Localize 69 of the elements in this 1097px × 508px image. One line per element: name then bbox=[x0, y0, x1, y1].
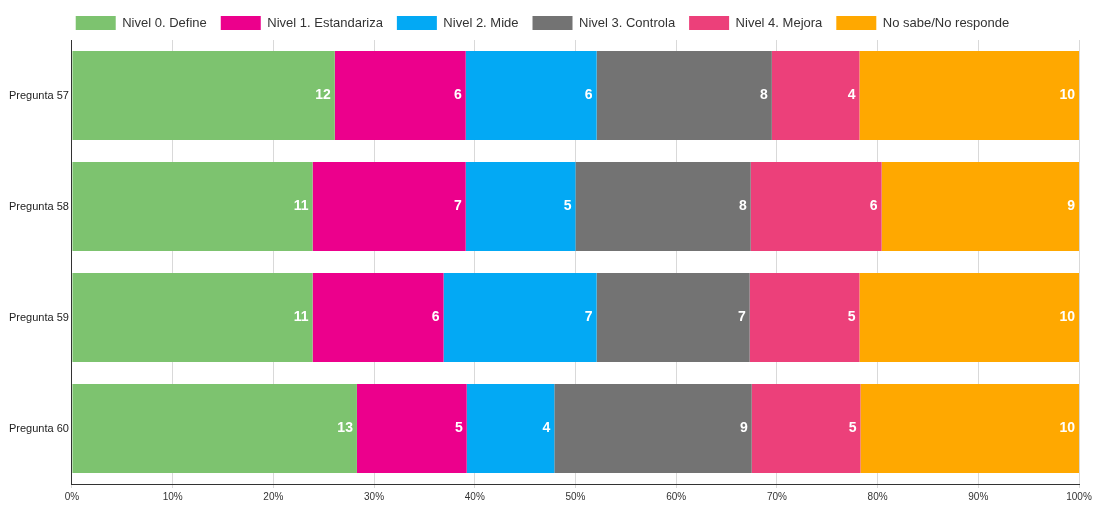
legend-label: Nivel 4. Mejora bbox=[735, 14, 824, 30]
bar bbox=[596, 51, 772, 140]
annotation: 11 bbox=[293, 308, 309, 325]
annotation: 11 bbox=[293, 197, 309, 214]
y-tick-label: Pregunta 60 bbox=[9, 421, 69, 434]
bar bbox=[465, 51, 597, 140]
bar bbox=[312, 162, 466, 251]
annotation: 6 bbox=[453, 86, 462, 103]
bar bbox=[312, 273, 444, 362]
annotation: 6 bbox=[431, 308, 440, 325]
bar bbox=[72, 384, 357, 473]
annotation: 6 bbox=[584, 86, 593, 103]
bar bbox=[859, 273, 1079, 362]
bar bbox=[465, 162, 576, 251]
annotation: 10 bbox=[1059, 86, 1076, 103]
annotation: 6 bbox=[869, 197, 878, 214]
bar bbox=[749, 273, 860, 362]
x-tick-label: 100% bbox=[1066, 490, 1092, 502]
y-tick-label: Pregunta 57 bbox=[9, 88, 69, 101]
annotation: 9 bbox=[739, 419, 748, 436]
annotation: 5 bbox=[454, 419, 463, 436]
bar bbox=[881, 162, 1079, 251]
bar bbox=[334, 51, 466, 140]
annotation: 7 bbox=[584, 308, 593, 325]
annotation: 5 bbox=[847, 308, 856, 325]
legend-label: Nivel 1. Estandariza bbox=[267, 14, 384, 30]
bar bbox=[859, 51, 1079, 140]
x-tick-label: 90% bbox=[968, 490, 989, 502]
bar bbox=[72, 51, 335, 140]
y-tick-label: Pregunta 59 bbox=[9, 310, 69, 323]
annotation: 9 bbox=[1067, 197, 1076, 214]
bar bbox=[771, 51, 860, 140]
x-tick-label: 50% bbox=[565, 490, 586, 502]
annotation: 7 bbox=[737, 308, 746, 325]
annotation: 5 bbox=[563, 197, 572, 214]
legend-label: No sabe/No responde bbox=[882, 14, 1010, 30]
x-tick-label: 30% bbox=[364, 490, 385, 502]
annotation: 5 bbox=[848, 419, 857, 436]
legend-label: Nivel 0. Define bbox=[122, 14, 207, 30]
legend-label: Nivel 3. Controla bbox=[579, 14, 676, 30]
x-tick-label: 80% bbox=[867, 490, 888, 502]
annotation: 13 bbox=[337, 419, 354, 436]
legend-label: Nivel 2. Mide bbox=[443, 14, 519, 30]
bar bbox=[72, 162, 313, 251]
bar bbox=[466, 384, 555, 473]
x-tick-label: 40% bbox=[464, 490, 485, 502]
bar bbox=[443, 273, 597, 362]
annotation: 10 bbox=[1059, 419, 1076, 436]
bar bbox=[356, 384, 467, 473]
bar bbox=[860, 384, 1079, 473]
y-tick-label: Pregunta 58 bbox=[9, 199, 69, 212]
annotation: 12 bbox=[315, 86, 331, 103]
x-tick-label: 0% bbox=[64, 490, 80, 502]
annotation: 4 bbox=[542, 419, 551, 436]
x-tick-label: 60% bbox=[666, 490, 687, 502]
bar bbox=[750, 162, 882, 251]
bar bbox=[596, 273, 750, 362]
x-tick-label: 20% bbox=[263, 490, 284, 502]
annotation: 8 bbox=[760, 86, 769, 103]
annotation: 8 bbox=[738, 197, 747, 214]
annotation: 7 bbox=[453, 197, 462, 214]
x-tick-label: 70% bbox=[766, 490, 787, 502]
x-tick-label: 10% bbox=[162, 490, 183, 502]
annotation: 4 bbox=[847, 86, 856, 103]
bar bbox=[72, 273, 313, 362]
bar bbox=[751, 384, 861, 473]
bar bbox=[575, 162, 751, 251]
bar bbox=[554, 384, 752, 473]
annotation: 10 bbox=[1059, 308, 1076, 325]
